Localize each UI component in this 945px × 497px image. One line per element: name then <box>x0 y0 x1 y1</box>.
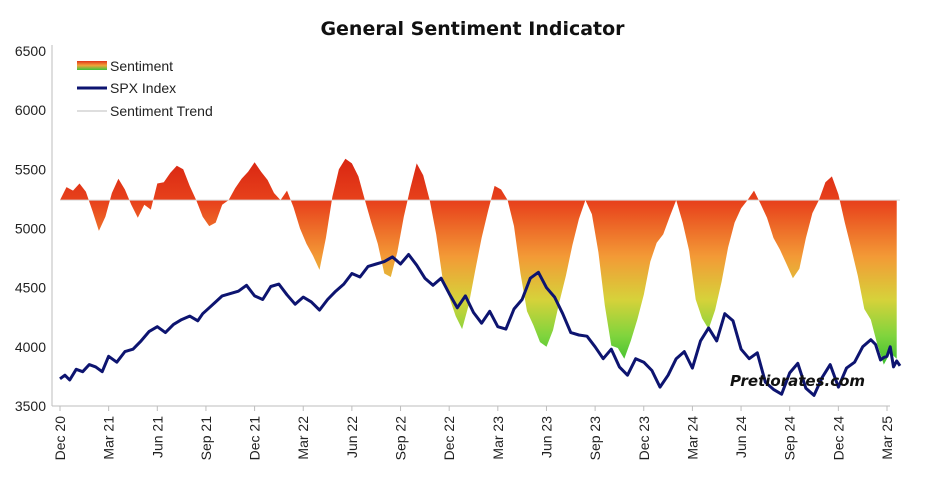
x-tick-label: Mar 25 <box>879 416 895 460</box>
y-tick-label: 6000 <box>15 102 46 118</box>
y-tick-label: 5000 <box>15 221 46 237</box>
x-tick-label: Sep 23 <box>587 416 603 461</box>
x-tick-label: Jun 23 <box>538 416 554 458</box>
x-tick-label: Dec 23 <box>636 416 652 461</box>
chart-title: General Sentiment Indicator <box>320 18 625 40</box>
x-tick-label: Sep 22 <box>393 416 409 461</box>
x-axis-ticks: Dec 20 Mar 21 Jun 21 Sep 21 Dec 21 Mar 22 Jun … <box>52 406 895 460</box>
legend-trend-label: Sentiment Trend <box>110 103 213 119</box>
spx-index-line <box>59 253 902 397</box>
x-tick-label: Jun 22 <box>344 416 360 458</box>
y-tick-label: 4000 <box>15 339 46 355</box>
y-tick-label: 5500 <box>15 161 46 177</box>
watermark: Pretiorates.com <box>730 372 866 390</box>
legend-sentiment-swatch <box>77 61 107 70</box>
x-tick-label: Dec 22 <box>441 416 457 461</box>
sentiment-area <box>60 158 897 365</box>
x-tick-label: Mar 21 <box>101 416 117 460</box>
y-tick-label: 6500 <box>15 43 46 59</box>
x-tick-label: Sep 24 <box>782 416 798 461</box>
x-tick-label: Jun 24 <box>733 416 749 458</box>
y-axis-ticks: 3500 4000 4500 5000 5500 6000 6500 <box>15 43 46 414</box>
x-tick-label: Dec 20 <box>52 416 68 461</box>
x-tick-label: Dec 21 <box>247 416 263 461</box>
y-tick-label: 4500 <box>15 280 46 296</box>
x-tick-label: Mar 23 <box>490 416 506 460</box>
legend-spx-label: SPX Index <box>110 80 176 96</box>
x-tick-label: Jun 21 <box>149 416 165 458</box>
x-tick-label: Mar 22 <box>295 416 311 460</box>
x-tick-label: Dec 24 <box>830 416 846 461</box>
legend-sentiment-label: Sentiment <box>110 58 173 74</box>
x-tick-label: Mar 24 <box>684 416 700 460</box>
y-tick-label: 3500 <box>15 398 46 414</box>
legend: Sentiment SPX Index Sentiment Trend <box>77 58 213 119</box>
x-tick-label: Sep 21 <box>198 416 214 461</box>
